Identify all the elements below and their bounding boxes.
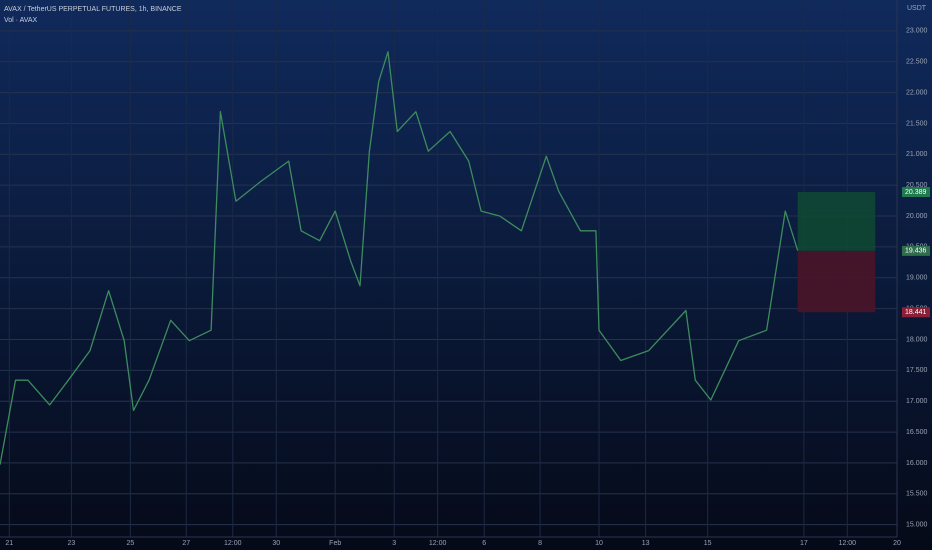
x-tick-label: 25 (126, 540, 134, 547)
y-tick-label: 16.000 (906, 460, 928, 467)
y-tick-label: 17.000 (906, 398, 928, 405)
y-tick-label: 20.500 (906, 182, 928, 189)
grid (0, 0, 898, 537)
y-tick-label: 20.000 (906, 213, 928, 220)
x-tick-label: 27 (182, 540, 190, 547)
x-tick-label: 12:00 (839, 540, 857, 547)
take-profit-zone (797, 192, 876, 251)
x-tick-label: 12:00 (429, 540, 447, 547)
y-tick-label: 18.000 (906, 336, 928, 343)
y-tick-label: 23.000 (906, 28, 928, 35)
price-tag (902, 307, 930, 318)
price-tag (902, 245, 930, 256)
price-tag (902, 187, 930, 198)
chart-title: AVAX / TetherUS PERPETUAL FUTURES, 1h, B… (4, 6, 182, 13)
y-tick-label: 17.500 (906, 367, 928, 374)
x-tick-label: 30 (272, 540, 280, 547)
x-tick-label: 23 (67, 540, 75, 547)
y-tick-label: 19.000 (906, 275, 928, 282)
x-tick-label: 13 (642, 540, 650, 547)
y-tick-label: 15.000 (906, 521, 928, 528)
y-tick-label: 22.500 (906, 59, 928, 66)
y-tick-label: 16.500 (906, 429, 928, 436)
y-tick-label: 15.500 (906, 491, 928, 498)
stop-loss-zone (797, 250, 876, 313)
y-tick-label: 22.000 (906, 89, 928, 96)
price-tag-label: 18.441 (905, 309, 927, 316)
price-tag-label: 20.389 (905, 189, 927, 196)
x-tick-label: 6 (482, 540, 486, 547)
indicator-label: Vol · AVAX (4, 17, 38, 24)
x-tick-label: Feb (329, 540, 341, 547)
x-tick-label: 20 (893, 540, 901, 547)
y-tick-label: 21.000 (906, 151, 928, 158)
price-line (0, 51, 799, 465)
y-tick-label: 21.500 (906, 120, 928, 127)
x-tick-label: 12:00 (224, 540, 242, 547)
x-tick-label: 8 (538, 540, 542, 547)
price-tag-label: 19.436 (905, 248, 927, 255)
x-tick-label: 15 (704, 540, 712, 547)
y-axis-label: USDT (907, 5, 927, 12)
x-tick-label: 3 (392, 540, 396, 547)
marks (0, 51, 876, 465)
x-tick-label: 21 (5, 540, 13, 547)
x-tick-label: 10 (595, 540, 603, 547)
x-tick-label: 17 (800, 540, 808, 547)
